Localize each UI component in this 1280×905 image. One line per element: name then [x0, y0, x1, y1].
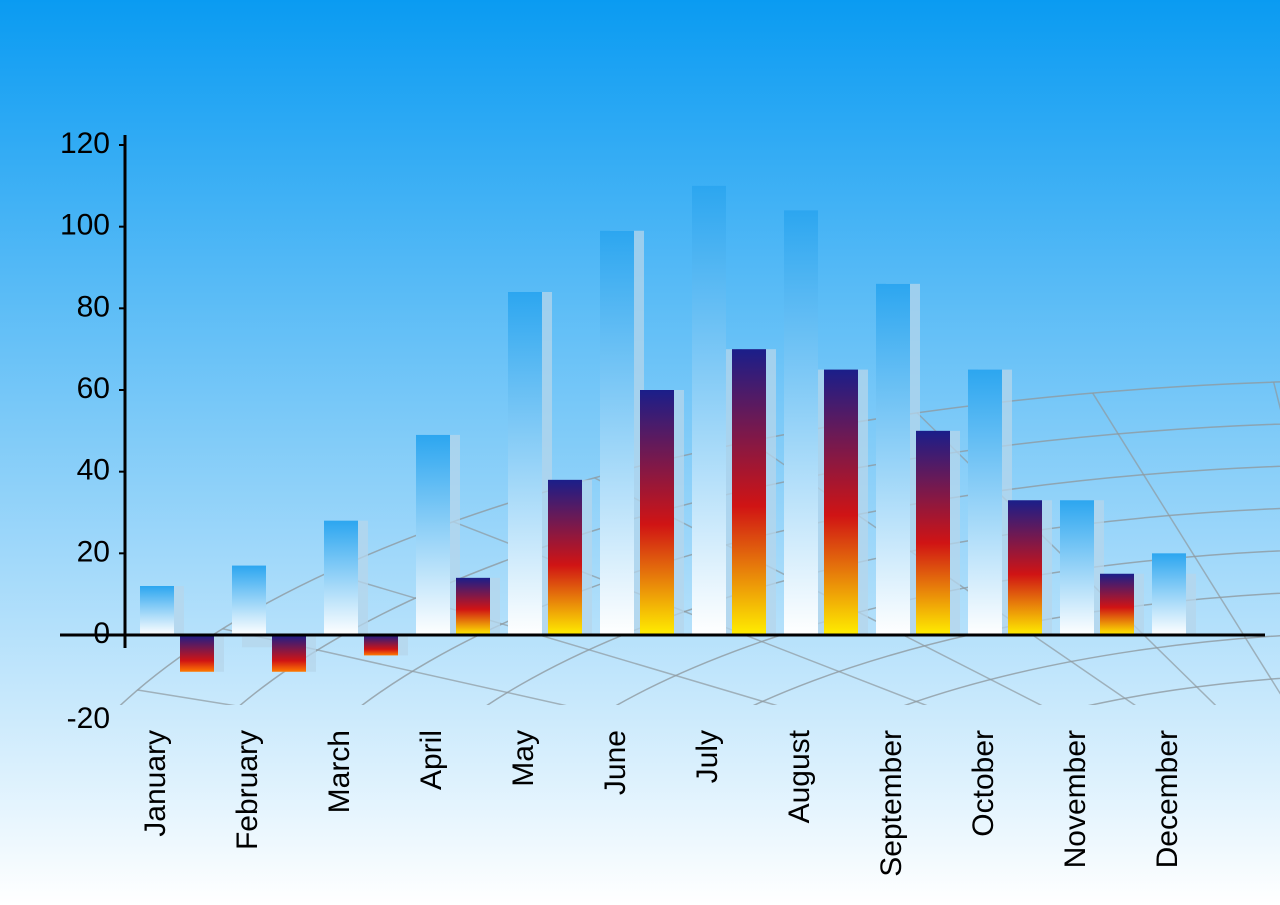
bar-primary: [140, 586, 174, 635]
x-tick-label: April: [415, 730, 448, 790]
bar-primary: [1152, 553, 1186, 635]
x-tick-label: July: [691, 730, 724, 783]
x-tick-label: March: [323, 730, 356, 813]
x-tick-label: February: [231, 730, 264, 850]
bar-primary: [784, 210, 818, 635]
y-tick-label: 0: [93, 617, 110, 650]
bar-secondary: [364, 635, 398, 655]
chart-canvas: -20 0 20 40 60 80 100 120 January February March A…: [0, 0, 1280, 905]
y-tick-label: 100: [60, 209, 110, 242]
bar-secondary: [180, 635, 214, 672]
bar-secondary: [1008, 500, 1042, 635]
bar-primary: [1060, 500, 1094, 635]
x-tick-label: October: [967, 730, 1000, 837]
bar-primary: [876, 284, 910, 635]
bar-secondary: [272, 635, 306, 672]
y-tick-label: 40: [77, 454, 110, 487]
bar-primary: [324, 521, 358, 635]
x-tick-label: December: [1151, 730, 1184, 868]
y-tick-label: -20: [67, 702, 110, 735]
bar-secondary: [640, 390, 674, 635]
x-tick-label: August: [783, 729, 816, 823]
x-tick-label: September: [875, 730, 908, 877]
y-tick-label: 80: [77, 290, 110, 323]
bar-secondary: [824, 370, 858, 635]
x-tick-label: January: [139, 730, 172, 837]
y-tick-label: 60: [77, 372, 110, 405]
bar-secondary: [916, 431, 950, 635]
bar-primary: [232, 566, 266, 635]
x-tick-label: May: [507, 730, 540, 787]
bar-secondary: [732, 349, 766, 635]
x-tick-label: June: [599, 730, 632, 795]
x-tick-label: November: [1059, 730, 1092, 868]
y-tick-label: 20: [77, 535, 110, 568]
bar-primary: [968, 370, 1002, 635]
y-tick-label: 120: [60, 127, 110, 160]
bar-primary: [600, 231, 634, 635]
monthly-bar-chart: -20 0 20 40 60 80 100 120 January February March A…: [0, 0, 1280, 905]
bar-secondary: [456, 578, 490, 635]
bar-secondary: [548, 480, 582, 635]
bar-secondary: [1100, 574, 1134, 635]
bar-primary: [416, 435, 450, 635]
bar-primary: [508, 292, 542, 635]
bar-primary: [692, 186, 726, 635]
